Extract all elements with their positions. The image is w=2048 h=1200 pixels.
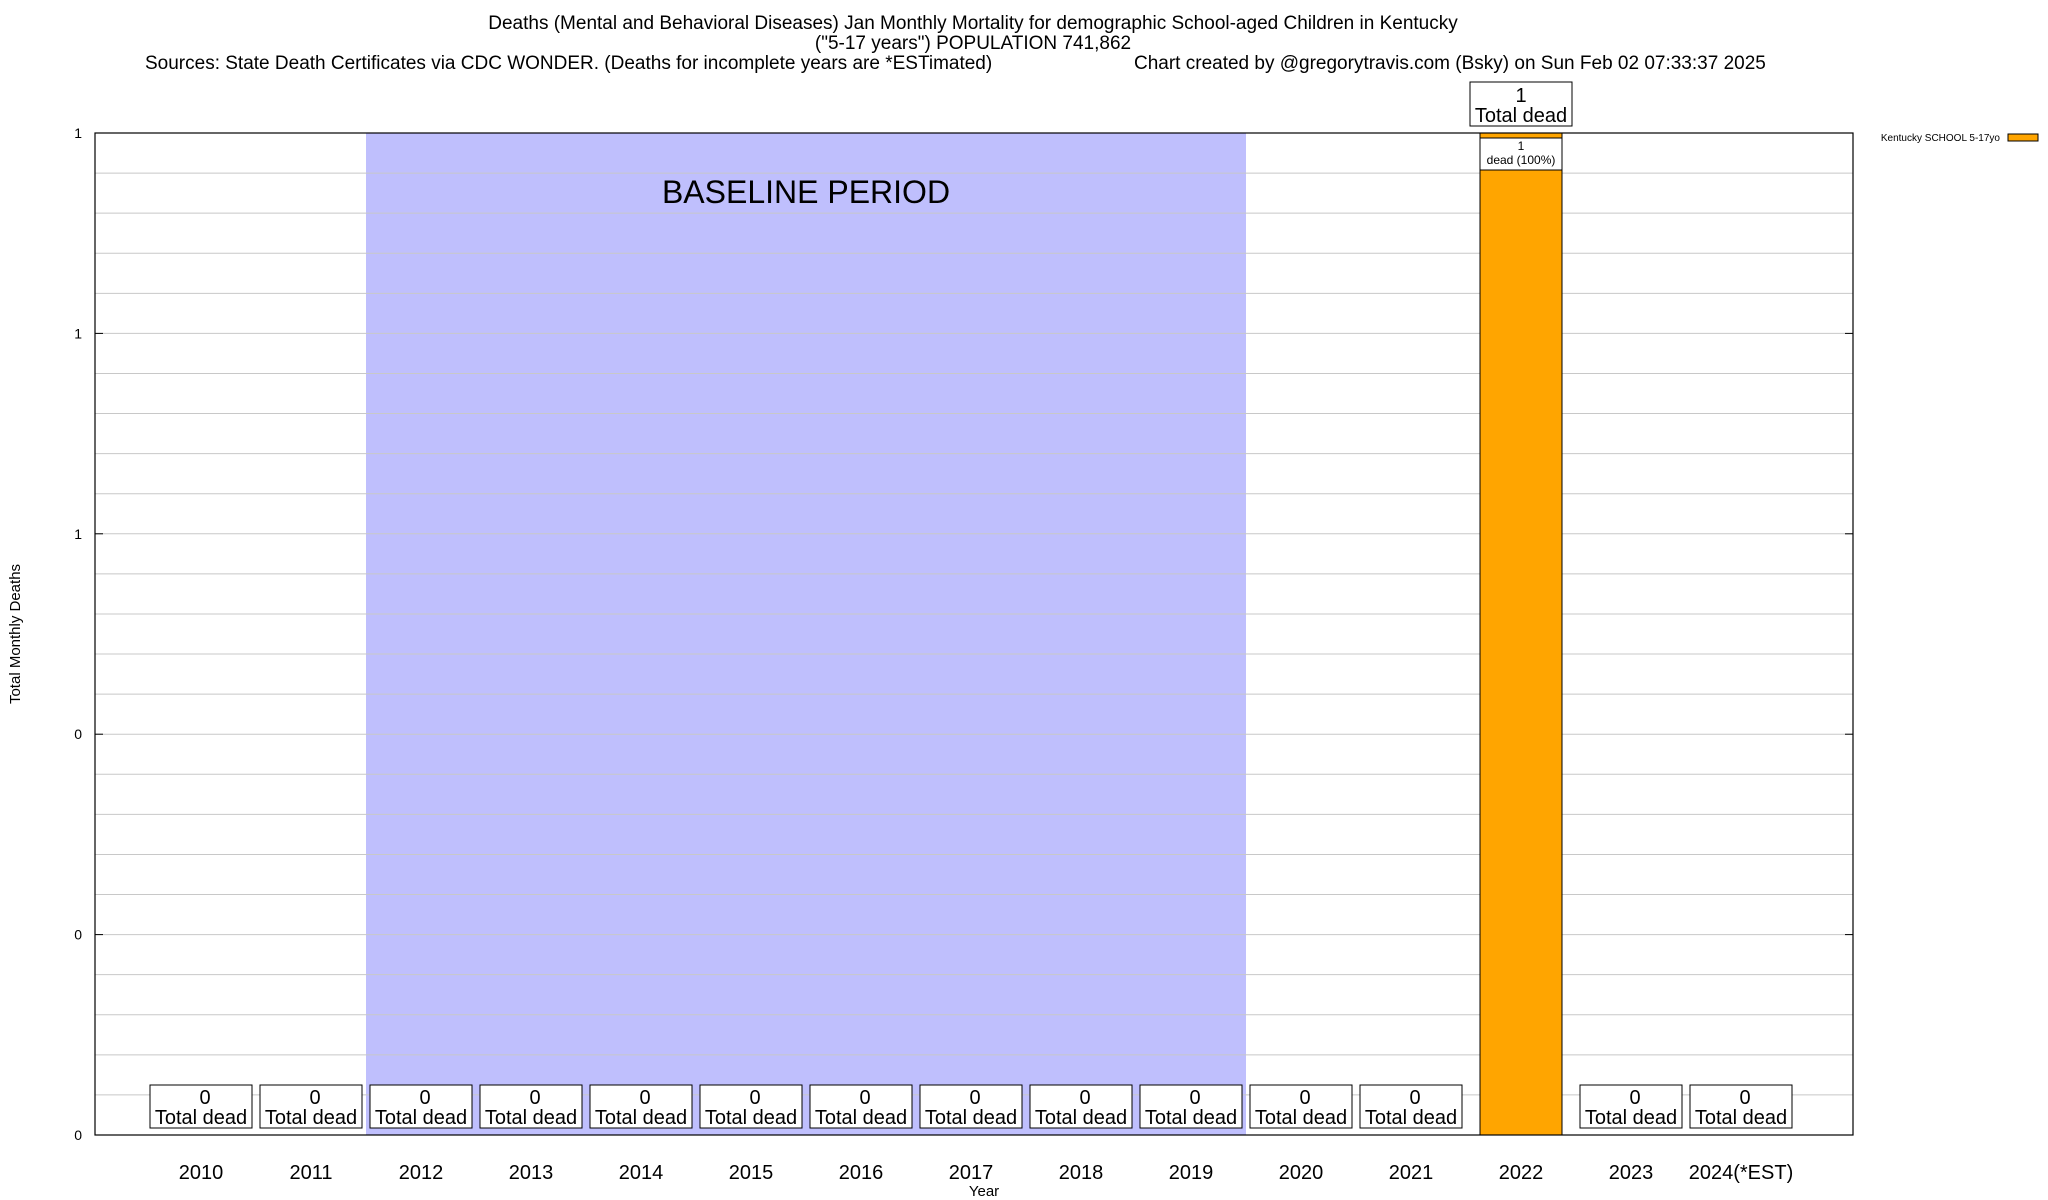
total-label-suffix: Total dead <box>1145 1107 1237 1129</box>
total-label-box <box>699 1084 803 1129</box>
total-label-box <box>149 1084 253 1129</box>
y-tick-label: 0 <box>74 1127 82 1143</box>
total-label-suffix: Total dead <box>705 1107 797 1129</box>
total-label-suffix: Total dead <box>155 1107 247 1129</box>
baseline-period-region <box>366 133 1246 1135</box>
total-label-value: 1 <box>1515 85 1526 107</box>
total-label-value: 0 <box>529 1087 540 1109</box>
total-label-value: 0 <box>309 1087 320 1109</box>
total-label-suffix: Total dead <box>1695 1107 1787 1129</box>
total-label-box <box>1469 81 1573 127</box>
total-label-box <box>259 1084 363 1129</box>
x-axis-title: Year <box>969 1183 999 1200</box>
x-tick-label: 2021 <box>1389 1162 1434 1184</box>
total-label-box <box>369 1084 473 1129</box>
x-tick-label: 2014 <box>619 1162 664 1184</box>
x-tick-label: 2018 <box>1059 1162 1104 1184</box>
total-label-box <box>809 1084 913 1129</box>
y-tick-label: 1 <box>74 125 82 141</box>
total-label-box <box>589 1084 693 1129</box>
x-tick-label: 2023 <box>1609 1162 1654 1184</box>
total-label-box <box>1359 1084 1463 1129</box>
x-tick-label: 2019 <box>1169 1162 1214 1184</box>
total-label-value: 0 <box>639 1087 650 1109</box>
total-label-value: 0 <box>1739 1087 1750 1109</box>
total-label-box <box>1689 1084 1793 1129</box>
total-label-value: 0 <box>1079 1087 1090 1109</box>
total-label-suffix: Total dead <box>1475 105 1567 127</box>
plot-frame <box>94 132 1854 1136</box>
total-label-box <box>1249 1084 1353 1129</box>
x-tick-label: 2011 <box>289 1162 332 1184</box>
x-tick-label: 2013 <box>509 1162 554 1184</box>
total-label-box <box>1139 1084 1243 1129</box>
total-label-suffix: Total dead <box>375 1107 467 1129</box>
total-label-box <box>1029 1084 1133 1129</box>
x-tick-label: 2017 <box>949 1162 994 1184</box>
y-tick-label: 0 <box>74 927 82 943</box>
total-label-value: 0 <box>199 1087 210 1109</box>
segment-label-text: dead (100%) <box>1487 153 1556 167</box>
bar <box>1479 132 1563 1136</box>
total-label-box <box>479 1084 583 1129</box>
total-label-suffix: Total dead <box>265 1107 357 1129</box>
x-tick-label: 2012 <box>399 1162 444 1184</box>
baseline-period-label: BASELINE PERIOD <box>662 174 950 210</box>
x-tick-label: 2016 <box>839 1162 884 1184</box>
total-label-suffix: Total dead <box>815 1107 907 1129</box>
x-tick-label: 2020 <box>1279 1162 1324 1184</box>
total-label-suffix: Total dead <box>485 1107 577 1129</box>
total-label-value: 0 <box>1299 1087 1310 1109</box>
total-label-box <box>919 1084 1023 1129</box>
x-tick-label: 2024(*EST) <box>1689 1162 1794 1184</box>
legend-swatch <box>2007 133 2039 142</box>
total-label-value: 0 <box>1409 1087 1420 1109</box>
chart-title-line1: Deaths (Mental and Behavioral Diseases) … <box>488 13 1458 34</box>
total-label-box <box>1579 1084 1683 1129</box>
chart-credit: Chart created by @gregorytravis.com (Bsk… <box>1134 53 1766 74</box>
total-label-suffix: Total dead <box>1585 1107 1677 1129</box>
y-axis-title: Total Monthly Deaths <box>7 564 24 704</box>
total-label-suffix: Total dead <box>925 1107 1017 1129</box>
x-tick-label: 2015 <box>729 1162 774 1184</box>
total-label-value: 0 <box>859 1087 870 1109</box>
total-label-suffix: Total dead <box>1365 1107 1457 1129</box>
legend-label: Kentucky SCHOOL 5-17yo <box>1881 133 2001 144</box>
segment-label-value: 1 <box>1518 139 1525 153</box>
y-tick-label: 0 <box>74 726 82 742</box>
chart-sources: Sources: State Death Certificates via CD… <box>145 53 993 74</box>
x-tick-label: 2022 <box>1499 1162 1544 1184</box>
total-label-suffix: Total dead <box>595 1107 687 1129</box>
total-label-suffix: Total dead <box>1035 1107 1127 1129</box>
chart-title-line2: ("5-17 years") POPULATION 741,862 <box>814 33 1132 54</box>
y-tick-label: 1 <box>74 526 82 542</box>
total-label-value: 0 <box>749 1087 760 1109</box>
total-label-suffix: Total dead <box>1255 1107 1347 1129</box>
segment-label-box <box>1479 137 1563 171</box>
total-label-value: 0 <box>1189 1087 1200 1109</box>
total-label-value: 0 <box>969 1087 980 1109</box>
total-label-value: 0 <box>419 1087 430 1109</box>
y-tick-label: 1 <box>74 325 82 341</box>
x-tick-label: 2010 <box>179 1162 224 1184</box>
total-label-value: 0 <box>1629 1087 1640 1109</box>
